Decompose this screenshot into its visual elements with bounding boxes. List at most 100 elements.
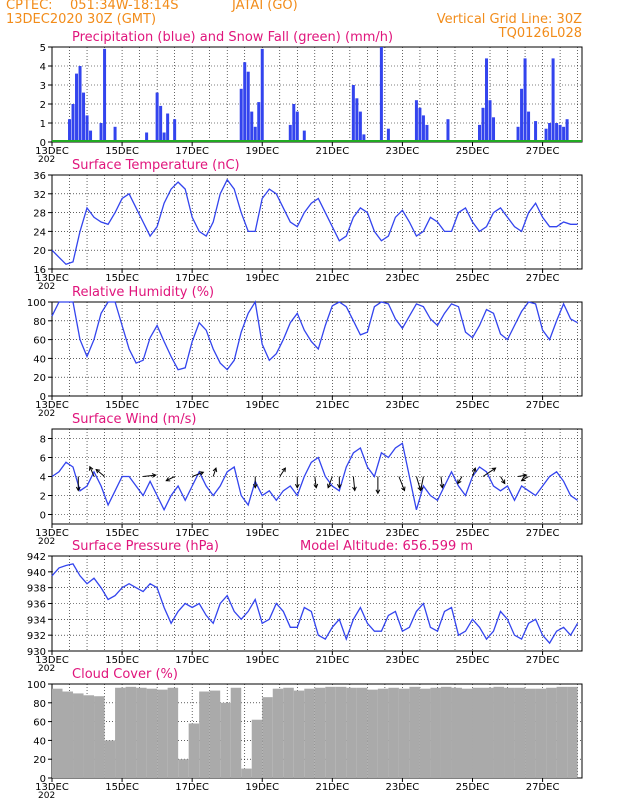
cloud-bar bbox=[472, 687, 484, 778]
wind-arrow bbox=[191, 471, 204, 477]
panel-title: Surface Pressure (hPa) bbox=[72, 539, 219, 554]
panel-3: 13DEC 15DEC 17DEC 19DEC 21DEC 23DEC 25DEC 27DEC… bbox=[35, 412, 583, 547]
panel-4: 13DEC 15DEC 17DEC 19DEC 21DEC 23DEC 25DEC 27DEC… bbox=[27, 539, 583, 674]
x-tick-label: 21DEC bbox=[315, 400, 349, 411]
wind-arrow-head bbox=[472, 467, 477, 473]
panel-5: 13DEC 15DEC 17DEC 19DEC 21DEC 23DEC 25DEC 27DEC… bbox=[27, 667, 583, 800]
wind-arrow-head bbox=[401, 486, 406, 492]
cloud-bar bbox=[62, 691, 74, 778]
series-line bbox=[51, 442, 578, 512]
y-tick-label: 4 bbox=[40, 473, 46, 484]
precip-bar bbox=[527, 111, 531, 142]
precip-bar bbox=[295, 111, 299, 142]
wind-arrow-head bbox=[75, 486, 81, 492]
cloud-bar bbox=[535, 688, 547, 778]
wind-arrow-head bbox=[439, 483, 445, 489]
wind-arrow-head bbox=[88, 465, 94, 471]
panel-title: Precipitation (blue) and Snow Fall (gree… bbox=[72, 30, 393, 45]
precip-bar bbox=[246, 71, 250, 142]
location-label: JATAI (GO) bbox=[232, 0, 298, 13]
wind-arrow bbox=[420, 476, 424, 491]
cloud-bar bbox=[104, 740, 116, 778]
precip-bar bbox=[520, 88, 524, 142]
precip-bar bbox=[418, 107, 422, 142]
wind-arrow bbox=[457, 476, 463, 484]
wind-arrow bbox=[398, 476, 405, 491]
x-tick-label: 25DEC bbox=[456, 528, 490, 539]
panel-title: Relative Humidity (%) bbox=[72, 285, 214, 300]
y-tick-label: 80 bbox=[33, 317, 46, 328]
cloud-bar bbox=[199, 691, 210, 778]
model-altitude-label: Model Altitude: 656.599 m bbox=[300, 539, 473, 554]
y-tick-label: 36 bbox=[33, 171, 46, 182]
precip-bar bbox=[68, 119, 72, 142]
wind-arrow-head bbox=[294, 483, 300, 489]
precip-bar bbox=[355, 98, 359, 142]
cloud-bar bbox=[377, 688, 389, 778]
y-tick-label: 40 bbox=[33, 354, 46, 365]
cloud-bar bbox=[525, 688, 536, 778]
y-tick-label: 16 bbox=[33, 265, 46, 276]
panel-2: 13DEC 15DEC 17DEC 19DEC 21DEC 23DEC 25DEC 27DEC… bbox=[27, 285, 583, 419]
y-tick-label: 2 bbox=[40, 100, 46, 111]
year-stub: 202 bbox=[38, 409, 55, 419]
x-tick-label: 21DEC bbox=[315, 528, 349, 539]
y-tick-label: 936 bbox=[27, 600, 46, 611]
wind-arrow-head bbox=[457, 479, 462, 485]
precip-bar bbox=[379, 47, 383, 142]
precip-bar bbox=[99, 123, 103, 142]
y-tick-label: 942 bbox=[27, 552, 46, 563]
wind-arrow-head bbox=[199, 471, 205, 476]
wind-arrow-head bbox=[491, 467, 497, 472]
precip-bar bbox=[302, 130, 306, 142]
y-tick-label: 0 bbox=[40, 392, 46, 403]
cloud-bar bbox=[272, 688, 284, 778]
cloud-bar bbox=[409, 686, 420, 778]
y-tick-label: 60 bbox=[33, 718, 46, 729]
cloud-bar bbox=[178, 759, 189, 778]
wind-arrow-head bbox=[165, 477, 171, 482]
precip-bar bbox=[425, 124, 429, 142]
date-label: 13DEC2020 30Z (GMT) bbox=[6, 12, 157, 27]
x-tick-label: 21DEC bbox=[315, 146, 349, 157]
cloud-bar bbox=[546, 687, 557, 778]
cloud-bar bbox=[356, 687, 368, 778]
x-tick-label: 25DEC bbox=[456, 273, 490, 284]
panel-title: Cloud Cover (%) bbox=[72, 667, 178, 682]
year-stub: 202 bbox=[38, 537, 55, 547]
x-tick-label: 19DEC bbox=[245, 273, 279, 284]
wind-arrow bbox=[521, 476, 529, 482]
wind-arrow-head bbox=[327, 483, 332, 489]
precip-bar bbox=[481, 107, 485, 142]
precip-bar bbox=[155, 92, 159, 142]
x-tick-label: 13DEC bbox=[35, 528, 69, 539]
wind-arrow-head bbox=[375, 489, 381, 495]
y-tick-label: 3 bbox=[40, 81, 46, 92]
wind-arrow bbox=[166, 476, 175, 482]
cloud-bar bbox=[398, 688, 410, 778]
x-tick-label: 13DEC bbox=[35, 782, 69, 793]
y-tick-label: 940 bbox=[27, 568, 46, 579]
x-tick-label: 15DEC bbox=[105, 782, 139, 793]
coordinates-label: 051:34W-18:14S bbox=[70, 0, 179, 13]
panel-title: Surface Wind (m/s) bbox=[72, 412, 196, 427]
wind-arrow-head bbox=[281, 467, 286, 473]
wind-arrow bbox=[314, 476, 317, 488]
cloud-bar bbox=[283, 687, 294, 778]
y-tick-label: 4 bbox=[40, 62, 46, 73]
x-tick-label: 23DEC bbox=[386, 528, 420, 539]
y-tick-label: 934 bbox=[27, 615, 46, 626]
y-tick-label: 8 bbox=[40, 435, 46, 446]
wind-arrow bbox=[482, 467, 496, 477]
cloud-bar bbox=[293, 690, 305, 778]
precip-bar bbox=[250, 111, 254, 142]
cloud-bar bbox=[451, 687, 462, 778]
wind-arrow-head bbox=[151, 473, 157, 478]
wind-arrow bbox=[500, 476, 506, 484]
precip-bar bbox=[351, 85, 355, 142]
wind-arrow-head bbox=[212, 467, 218, 473]
x-tick-label: 17DEC bbox=[175, 655, 209, 666]
wind-arrow-head bbox=[313, 483, 319, 489]
precip-bar bbox=[386, 128, 390, 142]
cloud-bar bbox=[314, 687, 326, 778]
